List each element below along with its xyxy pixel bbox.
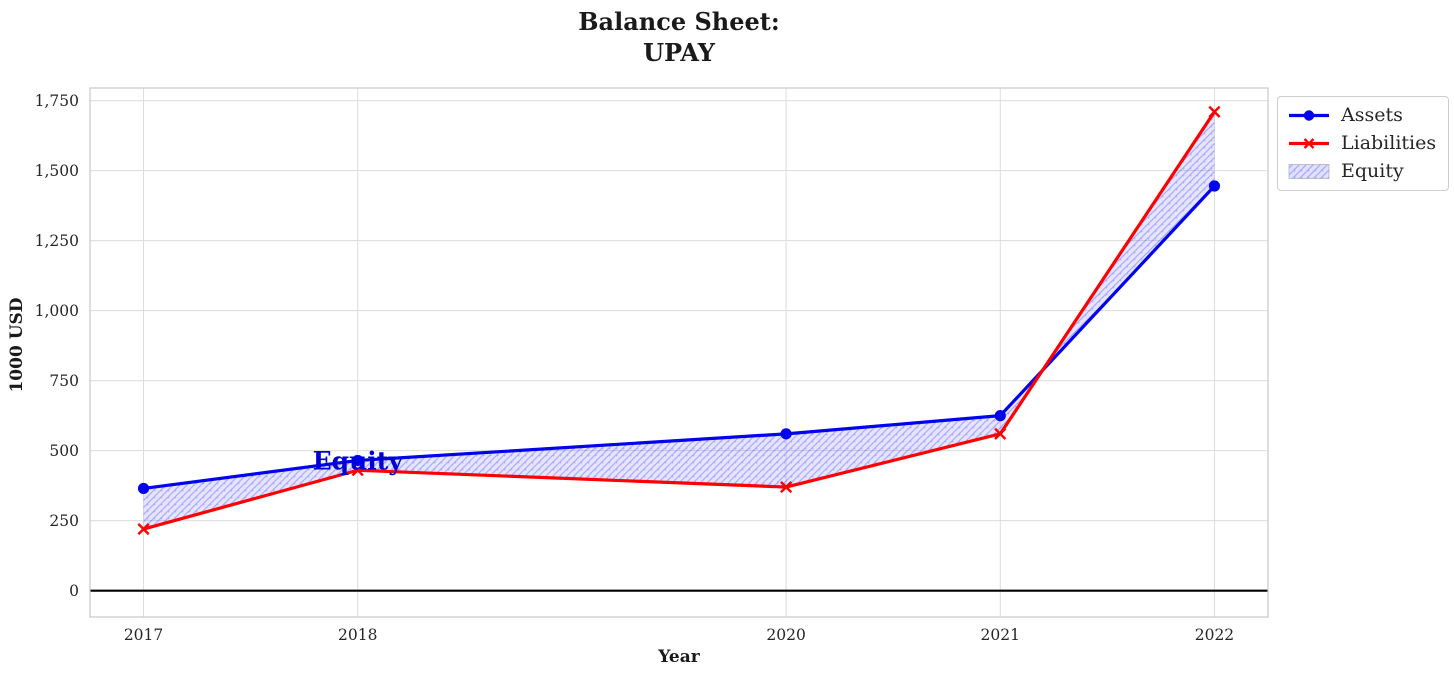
x-tick-label: 2022 <box>1195 626 1234 644</box>
x-tick-label: 2018 <box>338 626 377 644</box>
equity-area-hatch <box>143 111 1215 530</box>
x-tick-label: 2020 <box>766 626 805 644</box>
assets-point <box>1208 180 1221 192</box>
legend-item-liabilities-label: Liabilities <box>1341 132 1437 154</box>
assets-point <box>352 454 364 467</box>
y-tick-label: 1,500 <box>35 162 79 180</box>
liabilities-line-icon <box>1289 138 1329 149</box>
x-tick-labels: 2017 2018 2020 2021 2022 <box>124 626 1234 644</box>
assets-point <box>780 428 792 440</box>
x-tick-label: 2017 <box>124 626 163 644</box>
chart-title-line2: UPAY <box>643 38 715 67</box>
legend: Assets Liabilities Equity <box>1277 96 1450 191</box>
x-axis-label: Year <box>658 647 700 667</box>
assets-point <box>994 410 1006 422</box>
liabilities-point <box>137 523 150 536</box>
y-tick-label: 1,750 <box>35 92 79 110</box>
legend-item-liabilities: Liabilities <box>1287 133 1436 154</box>
gridlines <box>90 88 1268 617</box>
y-tick-label: 750 <box>49 372 79 390</box>
y-tick-label: 1,000 <box>35 302 79 320</box>
legend-item-equity: Equity <box>1287 161 1436 182</box>
liabilities-point <box>351 464 364 477</box>
equity-patch-icon <box>1288 164 1330 179</box>
liabilities-point <box>994 427 1007 440</box>
legend-item-assets: Assets <box>1287 105 1436 126</box>
equity-annotation: Equity <box>312 446 403 476</box>
y-tick-label: 0 <box>69 582 79 600</box>
legend-item-equity-label: Equity <box>1341 160 1404 182</box>
assets-line-icon <box>1289 110 1329 121</box>
x-tick-label: 2021 <box>981 626 1020 644</box>
y-tick-label: 500 <box>49 442 79 460</box>
y-tick-labels: 0 250 500 750 1,000 1,250 1,500 1,750 <box>35 92 79 600</box>
y-tick-label: 1,250 <box>35 232 79 250</box>
liabilities-markers <box>137 105 1221 536</box>
liabilities-point <box>1208 105 1221 118</box>
y-tick-label: 250 <box>49 512 79 530</box>
plot-border <box>89 87 1269 618</box>
chart-title-line1: Balance Sheet: <box>578 7 780 36</box>
liabilities-point <box>780 481 793 494</box>
chart-title: Balance Sheet: UPAY <box>90 6 1268 68</box>
assets-markers <box>137 180 1221 495</box>
assets-point <box>137 482 150 495</box>
legend-item-assets-label: Assets <box>1341 104 1403 126</box>
